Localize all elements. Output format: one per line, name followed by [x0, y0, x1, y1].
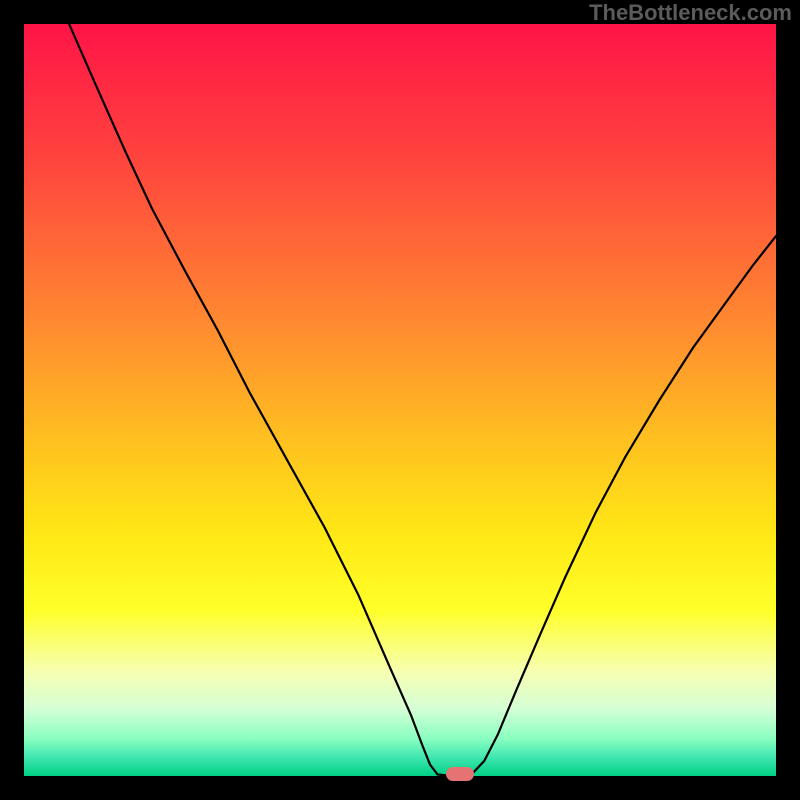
watermark-text: TheBottleneck.com: [589, 0, 792, 26]
curve-layer: [24, 24, 776, 776]
optimal-point-marker: [446, 767, 474, 781]
bottleneck-chart: TheBottleneck.com: [0, 0, 800, 800]
plot-area: [24, 24, 776, 776]
bottleneck-curve: [69, 24, 776, 776]
